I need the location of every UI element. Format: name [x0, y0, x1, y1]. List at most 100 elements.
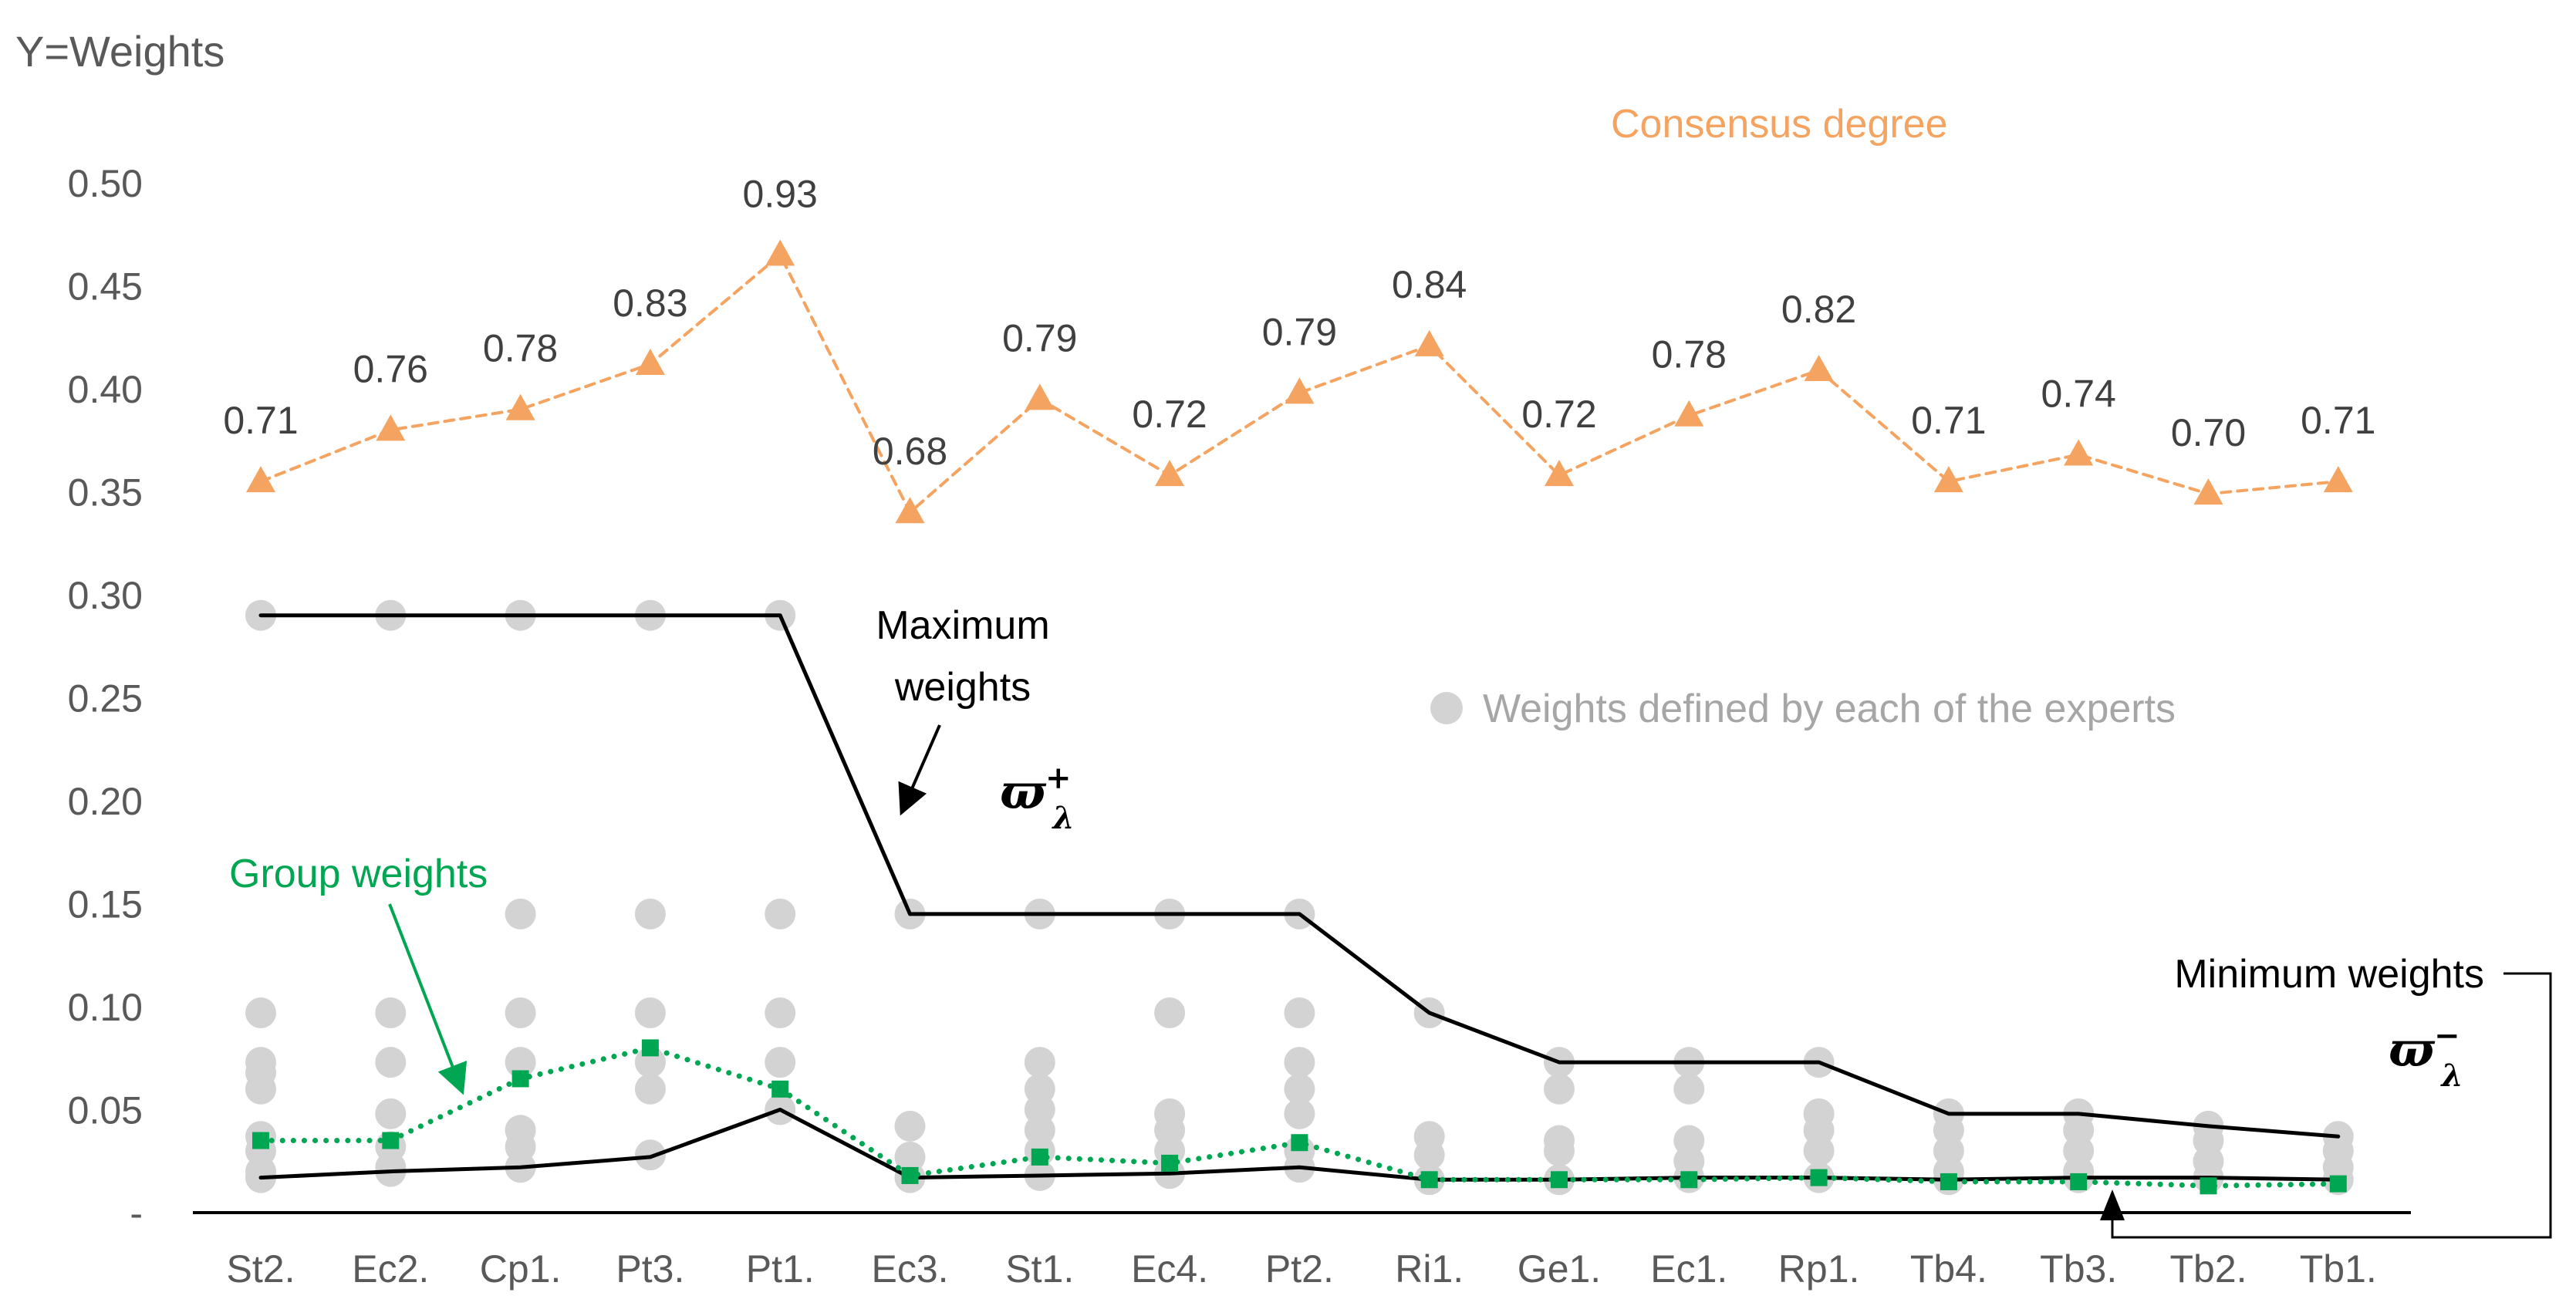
y-tick-label: 0.05	[68, 1089, 143, 1132]
expert-weight-point	[245, 997, 276, 1029]
group-weights-marker	[1680, 1171, 1698, 1189]
expert-weight-point	[375, 1047, 407, 1078]
group-weights-arrow	[388, 903, 468, 1095]
maximum-weights-sublabel: weights	[894, 665, 1031, 710]
expert-weight-point	[1284, 997, 1315, 1029]
consensus-degree-marker	[1414, 329, 1444, 356]
expert-weight-point	[634, 1139, 666, 1171]
expert-weight-point	[505, 898, 536, 930]
x-tick-label: Ge1.	[1518, 1247, 1601, 1291]
consensus-data-label: 0.71	[223, 399, 298, 442]
group-weights-marker	[1291, 1134, 1308, 1152]
expert-weight-point	[1673, 1073, 1705, 1105]
group-weights-marker	[1551, 1171, 1568, 1189]
expert-weight-point	[1803, 1135, 1835, 1166]
consensus-data-label: 0.70	[2171, 411, 2246, 454]
max-symbol-sup: +	[1045, 760, 1072, 796]
consensus-degree-marker	[765, 239, 795, 266]
group-weights-marker	[2329, 1175, 2347, 1193]
expert-weight-point	[1284, 1098, 1315, 1129]
x-tick-label: Tb4.	[1910, 1247, 1987, 1291]
x-tick-label: St1.	[1005, 1247, 1074, 1291]
group-weights-marker	[901, 1166, 919, 1184]
maximum-weights-line	[258, 613, 2341, 1139]
consensus-degree-marker	[376, 414, 406, 441]
y-axis-ticks: - 0.05 0.10 0.15 0.20 0.25 0.30 0.35 0.40 0.45 0.5…	[68, 162, 143, 1235]
group-weights-marker	[1161, 1154, 1179, 1172]
min-symbol-sub: λ	[2440, 1058, 2463, 1094]
consensus-data-label: 0.76	[353, 347, 428, 390]
consensus-degree-marker	[635, 348, 665, 375]
x-tick-label: Tb3.	[2040, 1247, 2117, 1291]
group-weights-marker	[382, 1132, 400, 1149]
consensus-data-label: 0.78	[483, 327, 558, 370]
y-tick-label: 0.15	[68, 883, 143, 926]
y-tick-label: 0.35	[68, 471, 143, 515]
max-symbol-base: ϖ	[1000, 764, 1047, 820]
expert-weight-point	[1544, 1135, 1575, 1166]
x-tick-label: St2.	[227, 1247, 295, 1291]
consensus-data-label: 0.68	[873, 430, 947, 473]
consensus-data-label: 0.79	[1262, 310, 1337, 353]
consensus-degree-marker	[1674, 400, 1704, 427]
consensus-degree-marker	[1285, 377, 1315, 404]
consensus-data-label: 0.78	[1652, 333, 1727, 376]
expert-weight-point	[1284, 1073, 1315, 1105]
expert-weight-point	[1544, 1073, 1575, 1105]
consensus-data-label: 0.71	[1911, 399, 1986, 442]
y-tick-label: 0.10	[68, 986, 143, 1029]
x-tick-label: Tb2.	[2169, 1247, 2247, 1291]
consensus-data-label: 0.83	[613, 282, 687, 325]
consensus-data-label: 0.79	[1002, 316, 1077, 359]
consensus-degree-marker	[2323, 466, 2353, 493]
minimum-weights-symbol: ϖ− λ	[2389, 1017, 2463, 1094]
consensus-degree-marker	[1025, 383, 1055, 410]
consensus-degree-marker	[2064, 439, 2094, 466]
x-tick-label: Ec3.	[871, 1247, 948, 1291]
expert-weight-point	[1413, 1139, 1445, 1171]
consensus-degree-marker	[246, 466, 275, 493]
expert-weight-point	[1024, 1047, 1055, 1078]
minimum-weights-bracket	[2111, 972, 2552, 1239]
expert-weight-point	[765, 1047, 796, 1078]
consensus-degree-marker	[1545, 460, 1574, 487]
group-weights-marker	[511, 1070, 529, 1088]
x-tick-label: Pt2.	[1265, 1247, 1334, 1291]
consensus-data-label: 0.74	[2041, 372, 2116, 415]
y-tick-label: 0.45	[68, 265, 143, 309]
consensus-data-label: 0.71	[2301, 399, 2375, 442]
maximum-weights-arrow	[898, 724, 941, 816]
x-tick-label: Ec4.	[1131, 1247, 1208, 1291]
expert-weight-point	[505, 1047, 536, 1078]
consensus-data-label: 0.84	[1392, 263, 1467, 306]
consensus-degree-marker	[1155, 460, 1185, 487]
x-tick-label: Pt3.	[616, 1247, 684, 1291]
x-axis-ticks: St2. Ec2. Cp1. Pt3. Pt1. Ec3. St1. Ec4. Pt2. Ri1.…	[227, 1247, 2377, 1291]
group-weights-marker	[1940, 1173, 1957, 1190]
x-tick-label: Pt1.	[746, 1247, 815, 1291]
consensus-data-label: 0.82	[1781, 288, 1856, 331]
expert-weight-point	[1154, 997, 1186, 1029]
consensus-degree-marker	[2193, 478, 2223, 505]
group-weights-marker	[2070, 1173, 2088, 1190]
consensus-degree-marker	[895, 497, 925, 524]
expert-weight-point	[894, 1110, 926, 1142]
expert-weight-point	[765, 997, 796, 1029]
expert-legend-dot	[1430, 692, 1463, 724]
group-weights-label: Group weights	[229, 852, 488, 896]
min-symbol-base: ϖ	[2389, 1021, 2436, 1078]
consensus-degree-marker	[505, 393, 535, 420]
min-symbol-sup: −	[2434, 1017, 2460, 1054]
x-tick-label: Tb1.	[2300, 1247, 2377, 1291]
x-tick-label: Rp1.	[1778, 1247, 1860, 1291]
group-weights-marker	[2200, 1177, 2217, 1195]
consensus-data-labels: 0.71 0.76 0.78 0.83 0.93 0.68 0.79 0.72 0.79 0.84…	[223, 172, 2375, 473]
series-markers	[246, 239, 2353, 1195]
consensus-data-label: 0.72	[1132, 393, 1207, 436]
y-tick-label: 0.20	[68, 780, 143, 823]
consensus-degree-marker	[1933, 466, 1963, 493]
consensus-data-label: 0.93	[743, 172, 818, 215]
expert-weight-point	[375, 1098, 407, 1129]
expert-weight-point	[245, 1073, 276, 1105]
